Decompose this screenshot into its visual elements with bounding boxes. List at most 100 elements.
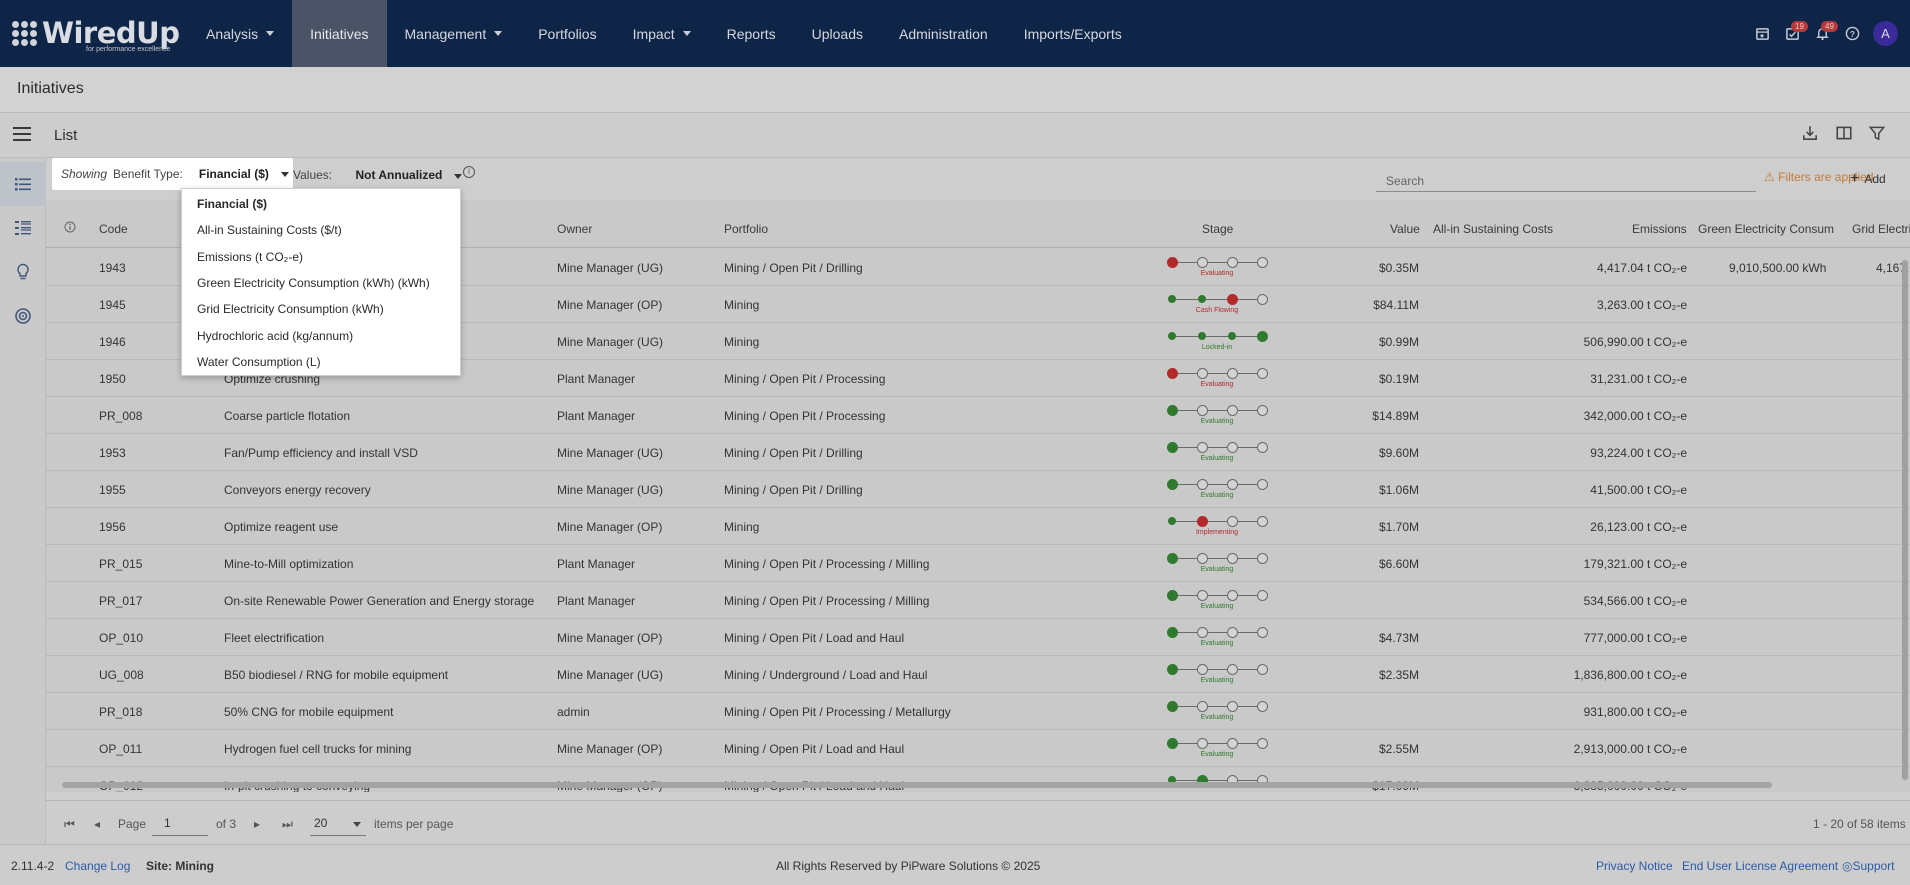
next-page-icon[interactable]: ▸ <box>254 817 261 831</box>
header-value[interactable]: Value <box>1390 222 1420 236</box>
benefit-type-selector[interactable]: Showing Benefit Type: Financial ($) <box>52 158 293 190</box>
nav-item-analysis[interactable]: Analysis <box>188 0 292 67</box>
values-selector[interactable]: Values: Not Annualized <box>293 168 462 182</box>
stage-dot <box>1167 553 1178 564</box>
table-row[interactable]: PR_018 50% CNG for mobile equipment admin M… <box>46 693 1910 730</box>
wiredup-logo[interactable]: WiredUp for performance excellence <box>0 0 185 67</box>
stage-dot <box>1227 553 1238 564</box>
dropdown-option[interactable]: Hydrochloric acid (kg/annum) <box>197 328 354 343</box>
table-row[interactable]: 1955 Conveyors energy recovery Mine Manage… <box>46 471 1910 508</box>
per-page-select[interactable]: 20 <box>310 811 366 836</box>
header-green-electricity[interactable]: Green Electricity Consum <box>1698 222 1835 236</box>
table-row[interactable]: OP_011 Hydrogen fuel cell trucks for mini… <box>46 730 1910 767</box>
stage-dot <box>1257 553 1268 564</box>
list-view-icon[interactable] <box>0 162 46 206</box>
radar-icon[interactable] <box>0 294 46 338</box>
prev-page-icon[interactable]: ◂ <box>94 817 101 831</box>
header-code[interactable]: Code <box>99 222 128 236</box>
avatar[interactable]: A <box>1873 21 1898 46</box>
support-link[interactable]: ◎Support <box>1842 859 1895 873</box>
table-row[interactable]: PR_017 On-site Renewable Power Generation… <box>46 582 1910 619</box>
info-icon[interactable]: i <box>463 166 475 178</box>
stage-dot <box>1257 664 1268 675</box>
logo-text: WiredUp <box>42 16 180 50</box>
help-icon[interactable]: ? <box>1837 19 1867 49</box>
vertical-scrollbar[interactable] <box>1902 260 1908 780</box>
cell-portfolio: Mining <box>724 298 760 312</box>
header-portfolio[interactable]: Portfolio <box>724 222 769 236</box>
last-page-icon[interactable]: ⏭ <box>282 817 293 831</box>
dropdown-option[interactable]: Grid Electricity Consumption (kWh) <box>197 302 384 317</box>
item-range: 1 - 20 of 58 items <box>1813 817 1906 831</box>
download-icon[interactable] <box>1799 124 1821 146</box>
first-page-icon[interactable]: ⏮ <box>64 817 75 831</box>
search-input[interactable]: Search <box>1376 168 1756 192</box>
support-icon: ◎ <box>1842 859 1853 873</box>
nav-item-uploads[interactable]: Uploads <box>794 0 881 67</box>
page-title: Initiatives <box>17 80 84 97</box>
dropdown-option[interactable]: Green Electricity Consumption (kWh) (kWh… <box>197 275 430 290</box>
dropdown-option[interactable]: Water Consumption (L) <box>197 354 321 369</box>
stage-dot <box>1227 442 1238 453</box>
filter-icon[interactable] <box>1866 124 1888 146</box>
nav-item-impact[interactable]: Impact <box>615 0 709 67</box>
header-stage[interactable]: Stage <box>1202 222 1234 236</box>
dropdown-option[interactable]: Emissions (t CO₂-e) <box>197 249 304 264</box>
stage-dot <box>1257 331 1268 342</box>
table-row[interactable]: OP_012In-pit crushing to conveyingMine M… <box>46 767 1910 792</box>
logo-dots-icon <box>12 21 37 46</box>
header-owner[interactable]: Owner <box>557 222 593 236</box>
page-input[interactable]: 1 <box>152 811 208 836</box>
menu-icon[interactable] <box>13 127 31 141</box>
table-row[interactable]: OP_010 Fleet electrification Mine Manager … <box>46 619 1910 656</box>
benefit-type-label: Benefit Type: <box>113 167 183 181</box>
eula-link[interactable]: End User License Agreement <box>1682 859 1839 873</box>
nav-item-initiatives[interactable]: Initiatives <box>292 0 387 67</box>
table-row[interactable]: PR_008 Coarse particle flotation Plant Man… <box>46 397 1910 434</box>
nav-item-portfolios[interactable]: Portfolios <box>520 0 614 67</box>
table-row[interactable]: 1943 Mine Manager (UG) Mining / Open Pit /… <box>46 249 1910 286</box>
add-button[interactable]: + Add <box>1850 170 1886 188</box>
detail-list-icon[interactable] <box>0 206 46 250</box>
values-value: Not Annualized <box>355 168 443 182</box>
nav-item-administration[interactable]: Administration <box>881 0 1006 67</box>
nav-item-imports-exports[interactable]: Imports/Exports <box>1006 0 1140 67</box>
header-grid-electricity[interactable]: Grid Electric <box>1852 222 1910 236</box>
main-nav: Analysis Initiatives Management Portfolios I… <box>188 0 1140 67</box>
lightbulb-icon[interactable] <box>0 250 46 294</box>
nav-item-reports[interactable]: Reports <box>709 0 794 67</box>
table-row[interactable]: 1953 Fan/Pump efficiency and install VSD M… <box>46 434 1910 471</box>
stage-tracker: Evaluating <box>1167 257 1268 283</box>
privacy-link[interactable]: Privacy Notice <box>1596 859 1673 873</box>
version: 2.11.4-2 <box>11 859 55 873</box>
stage-tracker: Evaluating <box>1167 368 1268 394</box>
column-info-icon[interactable] <box>64 221 76 236</box>
tasks-icon[interactable]: 19 <box>1777 19 1808 49</box>
table-row[interactable]: 1956 Optimize reagent use Mine Manager (OP… <box>46 508 1910 545</box>
stage-dot <box>1257 590 1268 601</box>
horizontal-scrollbar[interactable] <box>62 782 1772 788</box>
list-toolbar: List <box>0 114 1910 158</box>
header-aisc[interactable]: All-in Sustaining Costs <box>1433 222 1554 236</box>
cell-name: Mine-to-Mill optimization <box>224 557 354 571</box>
cell-emissions: 179,321.00 t CO₂-e <box>1583 557 1687 571</box>
nav-item-management[interactable]: Management <box>387 0 521 67</box>
pagination: ⏮ ◂ Page 1 of 3 ▸ ⏭ 20 items per page 1 … <box>46 800 1910 844</box>
cell-name: Coarse particle flotation <box>224 409 351 423</box>
table-row[interactable]: PR_015 Mine-to-Mill optimization Plant Man… <box>46 545 1910 582</box>
bell-icon[interactable]: 49 <box>1807 19 1838 49</box>
calendar-icon[interactable] <box>1747 19 1777 49</box>
filters-applied-indicator[interactable]: ⚠ Filters are applied <box>1764 170 1874 184</box>
table-row[interactable]: UG_008 B50 biodiesel / RNG for mobile equ… <box>46 656 1910 693</box>
header-emissions[interactable]: Emissions <box>1632 222 1687 236</box>
table-row[interactable]: 1945 Mine Manager (OP) Mining $84.11M 3,263.… <box>46 286 1910 323</box>
columns-icon[interactable] <box>1833 124 1855 146</box>
cell-emissions: 931,800.00 t CO₂-e <box>1583 705 1687 719</box>
table-row[interactable]: 1946 Mine Manager (UG) Mining $0.99M 506,990… <box>46 323 1910 360</box>
stage-tracker: Evaluating <box>1167 479 1268 505</box>
change-log-link[interactable]: Change Log <box>65 859 131 873</box>
dropdown-option[interactable]: All-in Sustaining Costs ($/t) <box>197 223 342 238</box>
cell-code: 1955 <box>99 483 126 497</box>
dropdown-option[interactable]: Financial ($) <box>197 197 268 211</box>
stage-tracker: Evaluating <box>1167 553 1268 579</box>
